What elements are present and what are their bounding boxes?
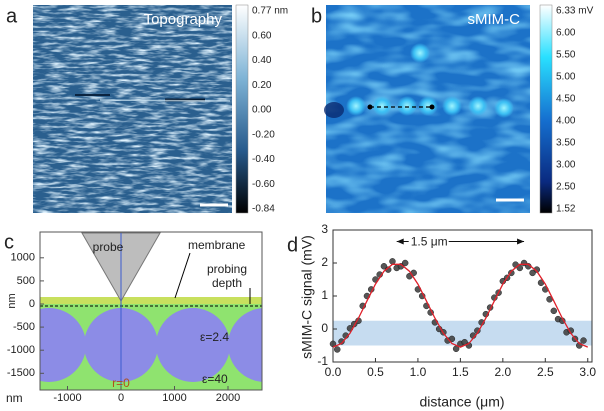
colorbar-labels: 6.33 mV 6.00 5.50 5.00 4.50 4.00 3.50 3.00 2.50 1… xyxy=(556,6,594,215)
x-tick-label: 0.5 xyxy=(367,365,384,379)
data-point xyxy=(529,269,536,277)
annotation: probing xyxy=(207,262,247,276)
colorbar-label: -0.40 xyxy=(252,154,275,165)
data-point xyxy=(401,259,409,267)
colorbar-label: 6.00 xyxy=(556,28,576,39)
colorbar-label: 2.50 xyxy=(556,182,576,193)
colorbar-labels: 0.77 nm 0.60 0.40 0.20 0.00 -0.20 -0.40 -0.60 -0… xyxy=(252,6,288,215)
x-axis-label: distance (μm) xyxy=(419,394,504,410)
annotation: r=0 xyxy=(112,376,130,390)
x-tick-label: 1.5 xyxy=(452,365,469,379)
panel-label: a xyxy=(6,5,18,27)
x-tick-label: 3.0 xyxy=(579,365,596,379)
y-tick-label: 1000 xyxy=(11,252,35,264)
topography-image xyxy=(33,5,232,213)
x-tick-label: 0.0 xyxy=(325,365,342,379)
x-tick-label: 1.0 xyxy=(410,365,427,379)
data-point xyxy=(338,338,345,345)
x-tick-label: 2000 xyxy=(216,392,240,404)
panel-label: d xyxy=(287,234,298,256)
y-tick-label: 0 xyxy=(29,298,35,310)
annotation: membrane xyxy=(188,238,246,252)
data-point xyxy=(333,346,341,353)
fit-line xyxy=(332,263,589,348)
colorbar-label: 3.00 xyxy=(556,160,576,171)
colorbar-label: 4.00 xyxy=(556,116,576,127)
y-tick-label: 1 xyxy=(321,288,328,302)
x-tick-label: 2.0 xyxy=(494,365,511,379)
y-tick-label: 0 xyxy=(321,321,328,335)
colorbar-label: 0.60 xyxy=(252,30,272,41)
colorbar-label: 3.50 xyxy=(556,138,576,149)
data-point xyxy=(380,263,388,270)
y-tick-label: 500 xyxy=(17,275,35,287)
smim-image xyxy=(324,5,530,213)
colorbar-label: 4.50 xyxy=(556,94,576,105)
schematic xyxy=(40,232,262,390)
colorbar-label: 0.20 xyxy=(252,80,272,91)
axis-unit: nm xyxy=(6,391,23,405)
colorbar xyxy=(235,4,249,214)
colorbar xyxy=(539,4,553,214)
x-tick-label: 2.5 xyxy=(537,365,554,379)
x-tick-label: 0 xyxy=(118,392,124,404)
colorbar-label: -0.20 xyxy=(252,129,275,140)
y-tick-label: -1 xyxy=(317,354,328,368)
data-point xyxy=(550,307,558,315)
y-axis-label: sMIM-C signal (mV) xyxy=(299,235,315,359)
colorbar-label: 0.00 xyxy=(252,105,272,116)
annotation: ε=2.4 xyxy=(200,330,229,344)
x-tick-label: 1000 xyxy=(162,392,186,404)
data-point xyxy=(580,337,587,344)
label-bg xyxy=(408,233,449,250)
y-tick-label: 2 xyxy=(321,255,328,269)
x-tick-label: -1000 xyxy=(53,392,81,404)
colorbar-label: 0.77 nm xyxy=(252,6,288,17)
colorbar-label: 5.00 xyxy=(556,72,576,83)
axis-ticks: 1000 500 0 -500 -1000 -1500 -1000 0 1000 2000 xyxy=(7,252,240,404)
y-tick-label: 3 xyxy=(321,222,328,236)
annotation: 1.5 μm xyxy=(411,235,448,249)
annotation: probe xyxy=(93,240,124,254)
colorbar-label: -0.84 xyxy=(252,204,275,215)
colorbar-label: 0.40 xyxy=(252,55,272,66)
panel-label: c xyxy=(4,231,14,253)
y-tick-label: -1000 xyxy=(7,344,35,356)
annotation: ε=40 xyxy=(202,372,228,386)
image-title: sMIM-C xyxy=(468,11,521,28)
scatter-plot: -1 0 1 2 3 0.0 0.5 1.0 1.5 2.0 2.5 3.0 1.5 μm xyxy=(317,222,596,379)
colorbar-label: 1.52 xyxy=(556,204,576,215)
y-tick-label: -1500 xyxy=(7,367,35,379)
y-tick-label: -500 xyxy=(13,321,35,333)
annotation: depth xyxy=(212,276,242,290)
data-point xyxy=(389,258,396,265)
colorbar-label: -0.60 xyxy=(252,179,275,190)
colorbar-label: 6.33 mV xyxy=(556,6,594,17)
plot-frame xyxy=(39,231,263,391)
image-title: Topography xyxy=(144,11,223,28)
colorbar-label: 5.50 xyxy=(556,50,576,61)
panel-label: b xyxy=(311,5,322,27)
axis-unit: nm xyxy=(6,293,18,308)
